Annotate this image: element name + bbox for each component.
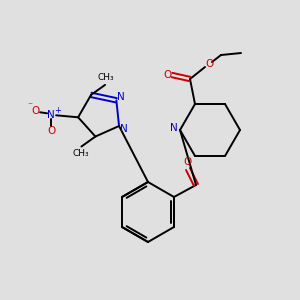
- Text: N: N: [47, 110, 55, 120]
- Text: +: +: [54, 106, 61, 115]
- Text: O: O: [184, 157, 192, 167]
- Text: ⁻: ⁻: [28, 101, 33, 111]
- Text: N: N: [118, 92, 125, 102]
- Text: N: N: [120, 124, 128, 134]
- Text: CH₃: CH₃: [72, 149, 89, 158]
- Text: CH₃: CH₃: [98, 74, 114, 82]
- Text: N: N: [170, 123, 178, 133]
- Text: O: O: [47, 126, 55, 136]
- Text: O: O: [31, 106, 39, 116]
- Text: O: O: [163, 70, 171, 80]
- Text: O: O: [206, 59, 214, 69]
